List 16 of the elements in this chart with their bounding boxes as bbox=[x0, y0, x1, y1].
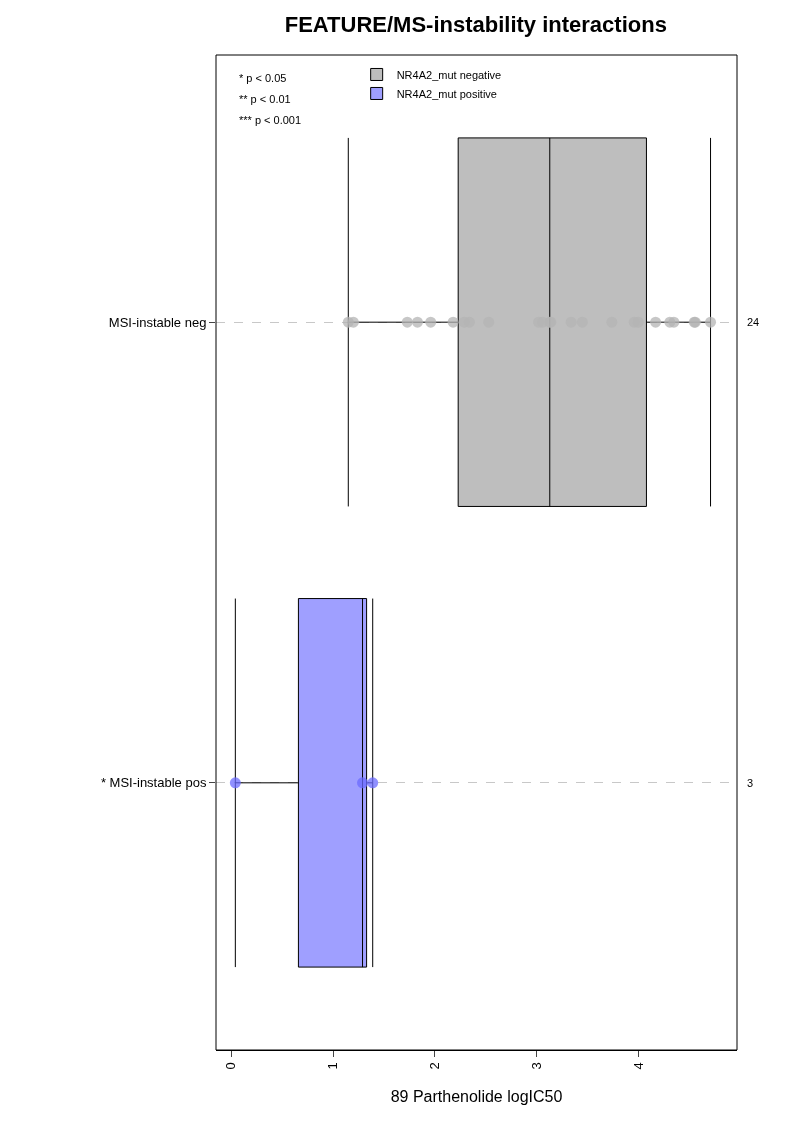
legend-label: NR4A2_mut positive bbox=[396, 87, 497, 100]
annotation: ** p < 0.01 bbox=[239, 93, 291, 105]
text: 3 bbox=[747, 777, 754, 789]
annotation: *** p < 0.001 bbox=[239, 114, 302, 126]
x-tick-label: 4 bbox=[630, 1062, 646, 1070]
annotation: * p < 0.05 bbox=[239, 72, 287, 84]
y-tick-label: * MSI-instable pos bbox=[100, 775, 207, 791]
chart-title: FEATURE/MS-instability interactions bbox=[284, 12, 667, 38]
y-tick-label: MSI-instable neg bbox=[108, 314, 207, 330]
x-tick-label: 2 bbox=[427, 1062, 443, 1070]
x-tick-label: 3 bbox=[528, 1062, 544, 1070]
x-tick-label: 1 bbox=[325, 1062, 341, 1070]
x-tick-label: 0 bbox=[223, 1062, 239, 1070]
text: 24 bbox=[747, 316, 760, 328]
x-axis-title: 89 Parthenolide logIC50 bbox=[390, 1088, 563, 1106]
legend-label: NR4A2_mut negative bbox=[396, 68, 502, 81]
